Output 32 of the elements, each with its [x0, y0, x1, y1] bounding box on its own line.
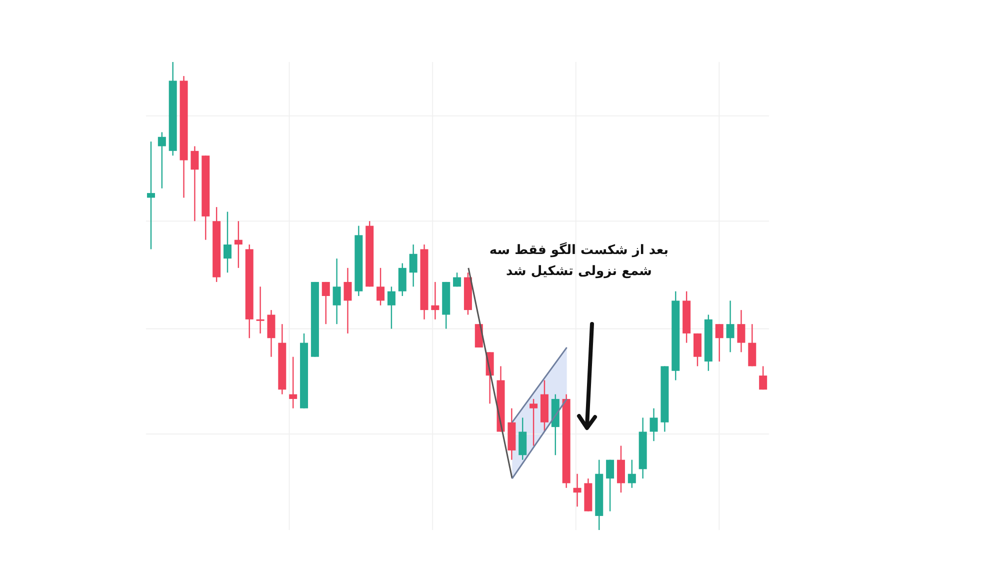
candlestick — [693, 332, 702, 367]
candlestick — [224, 211, 232, 274]
candlestick — [715, 323, 724, 362]
candlestick — [344, 267, 352, 334]
candlestick — [409, 244, 418, 288]
candlestick — [376, 267, 385, 306]
candlestick — [322, 281, 330, 325]
candlestick — [147, 140, 155, 250]
candlestick — [530, 398, 538, 446]
candlestick — [190, 146, 199, 222]
candlestick — [726, 300, 734, 353]
candlestick — [748, 323, 756, 367]
candlestick — [332, 258, 341, 325]
candlestick — [737, 309, 746, 353]
candlestick — [431, 281, 440, 320]
candlestick — [158, 132, 166, 189]
candlestick — [474, 323, 483, 348]
candlestick — [518, 417, 527, 460]
candlestick — [289, 356, 298, 409]
candlestick — [387, 286, 396, 330]
candlestick — [616, 445, 625, 494]
candlestick — [628, 459, 636, 488]
candlestick — [256, 286, 264, 334]
candlestick — [606, 459, 614, 512]
candlestick — [398, 262, 406, 297]
candlestick — [234, 220, 242, 269]
candlestick — [573, 473, 582, 508]
candlestick — [267, 309, 276, 358]
candlestick — [650, 408, 658, 442]
candlestick — [759, 366, 768, 390]
candlestick — [453, 272, 462, 288]
annotation: بعد از شکست الگو فقط سه شمع نزولی تشکیل شد — [488, 241, 670, 281]
